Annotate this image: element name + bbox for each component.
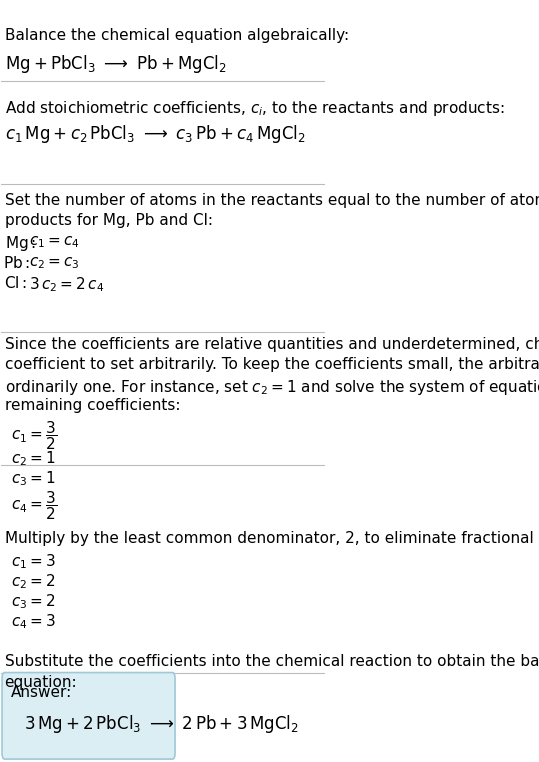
Text: $c_2 = 2$: $c_2 = 2$ [11,572,56,591]
Text: Answer:: Answer: [11,685,72,700]
Text: $\mathrm{Mg:}$: $\mathrm{Mg:}$ [5,235,36,254]
Text: $c_3 = 2$: $c_3 = 2$ [11,592,56,611]
Text: $c_1 = c_4$: $c_1 = c_4$ [29,235,80,250]
Text: coefficient to set arbitrarily. To keep the coefficients small, the arbitrary va: coefficient to set arbitrarily. To keep … [5,357,539,373]
Text: $\mathrm{Mg + PbCl_3 \ \longrightarrow \ Pb + MgCl_2}$: $\mathrm{Mg + PbCl_3 \ \longrightarrow \… [5,53,226,75]
Text: equation:: equation: [5,675,77,690]
Text: Multiply by the least common denominator, 2, to eliminate fractional coefficient: Multiply by the least common denominator… [5,531,539,546]
Text: $3\,\mathrm{Mg} + 2\,\mathrm{PbCl_3} \ \longrightarrow \ 2\,\mathrm{Pb} + 3\,\ma: $3\,\mathrm{Mg} + 2\,\mathrm{PbCl_3} \ \… [24,713,299,735]
Text: Set the number of atoms in the reactants equal to the number of atoms in the: Set the number of atoms in the reactants… [5,193,539,208]
Text: $3\,c_2 = 2\,c_4$: $3\,c_2 = 2\,c_4$ [29,276,104,294]
Text: remaining coefficients:: remaining coefficients: [5,399,180,414]
FancyBboxPatch shape [2,673,175,759]
Text: ordinarily one. For instance, set $c_2 = 1$ and solve the system of equations fo: ordinarily one. For instance, set $c_2 =… [5,378,539,397]
Text: Add stoichiometric coefficients, $c_i$, to the reactants and products:: Add stoichiometric coefficients, $c_i$, … [5,98,504,117]
Text: $c_1 = 3$: $c_1 = 3$ [11,552,56,572]
Text: $\mathrm{Pb:}$: $\mathrm{Pb:}$ [3,255,31,271]
Text: Substitute the coefficients into the chemical reaction to obtain the balanced: Substitute the coefficients into the che… [5,655,539,669]
Text: $c_4 = 3$: $c_4 = 3$ [11,612,56,630]
Text: $c_2 = c_3$: $c_2 = c_3$ [29,255,79,271]
Text: $c_4 = \dfrac{3}{2}$: $c_4 = \dfrac{3}{2}$ [11,488,57,521]
Text: $c_3 = 1$: $c_3 = 1$ [11,469,56,488]
Text: products for Mg, Pb and Cl:: products for Mg, Pb and Cl: [5,213,212,228]
Text: $\mathrm{Cl:}$: $\mathrm{Cl:}$ [4,276,27,292]
Text: $c_1 = \dfrac{3}{2}$: $c_1 = \dfrac{3}{2}$ [11,419,57,452]
Text: $c_1\,\mathrm{Mg} + c_2\,\mathrm{PbCl_3} \ \longrightarrow \ c_3\,\mathrm{Pb} + : $c_1\,\mathrm{Mg} + c_2\,\mathrm{PbCl_3}… [5,123,306,145]
Text: Balance the chemical equation algebraically:: Balance the chemical equation algebraica… [5,28,349,43]
Text: Since the coefficients are relative quantities and underdetermined, choose a: Since the coefficients are relative quan… [5,337,539,352]
Text: $c_2 = 1$: $c_2 = 1$ [11,450,56,468]
